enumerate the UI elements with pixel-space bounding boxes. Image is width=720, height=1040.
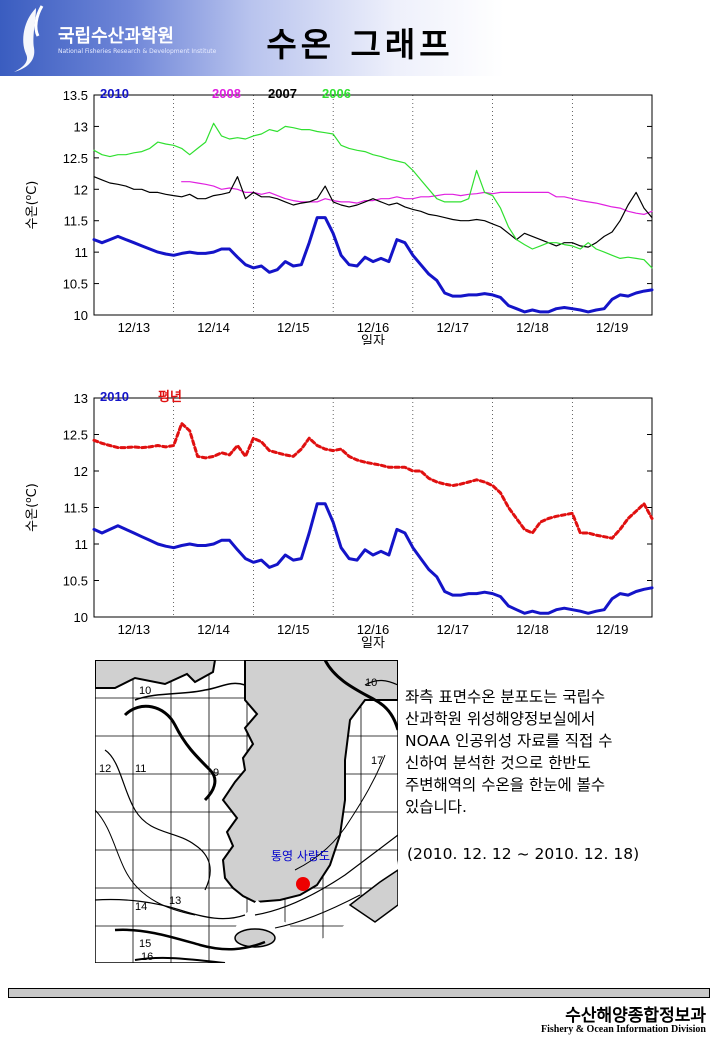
isotherm-label: 14: [135, 901, 147, 913]
description-line: 주변해역의 수온을 한눈에 볼수: [405, 776, 606, 794]
y-tick-label: 10: [74, 308, 88, 323]
x-tick-label: 12/13: [118, 320, 151, 335]
sst-distribution-map: 10 11 9 12 13 14 15 16 17 10 통영 사량도: [95, 660, 398, 963]
isotherm-label: 16: [141, 951, 153, 963]
description-line: NOAA 인공위성 자료를 직접 수: [405, 732, 613, 750]
legend-entry: 2007: [268, 86, 297, 101]
y-tick-label: 12.5: [63, 151, 88, 166]
y-tick-label: 11: [75, 537, 89, 552]
series-line-2007: [93, 176, 653, 248]
legend-entry: 2010: [100, 389, 129, 404]
x-tick-label: 12/19: [596, 622, 629, 637]
x-axis-label: 일자: [361, 334, 385, 345]
location-marker[interactable]: [296, 877, 310, 891]
isotherm-label: 10: [139, 685, 151, 697]
y-axis-label: 수온(oC): [24, 483, 40, 532]
x-tick-label: 12/14: [197, 622, 230, 637]
y-tick-label: 13.5: [63, 88, 88, 103]
isotherm-label: 11: [135, 763, 146, 775]
isotherm-lines: [95, 660, 398, 963]
observation-period: (2010. 12. 12 ~ 2010. 12. 18): [407, 845, 640, 863]
series-line-2006: [93, 122, 653, 269]
org-name: 국립수산과학원: [58, 26, 174, 47]
footer-division-subtitle: Fishery & Ocean Information Division: [541, 1024, 706, 1035]
temperature-chart-normal: 13 12.5 12 11.5 11 10.5 10 12/13 12/14 12/15 12/16…: [24, 389, 654, 651]
isotherm-label: 15: [139, 938, 151, 950]
y-tick-label: 13: [74, 119, 88, 134]
map-description: 좌측 표면수온 분포도는 국립수 산과학원 위성해양정보실에서 NOAA 인공위…: [405, 686, 705, 818]
y-tick-label: 12: [74, 182, 88, 197]
description-line: 신하여 분석한 것으로 한반도: [405, 754, 591, 772]
y-tick-label: 10.5: [63, 277, 88, 292]
x-axis-label: 일자: [361, 636, 385, 651]
series-line-2008: [181, 181, 653, 215]
isotherm-label: 10: [365, 677, 377, 689]
footer-division-name: 수산해양종합정보과: [565, 1006, 706, 1026]
org-subtitle: National Fisheries Research & Developmen…: [58, 48, 217, 55]
description-line: 있습니다.: [405, 798, 467, 816]
legend-entry: 평년: [158, 389, 182, 404]
isotherm-label: 13: [169, 895, 181, 907]
plot-area: [93, 397, 653, 618]
description-line: 좌측 표면수온 분포도는 국립수: [405, 688, 606, 706]
x-tick-label: 12/16: [357, 320, 390, 335]
legend-entry: 2006: [322, 86, 351, 101]
page-title: 수온 그래프: [266, 25, 454, 64]
x-tick-label: 12/15: [277, 622, 310, 637]
isotherm-label: 12: [99, 763, 111, 775]
x-tick-label: 12/19: [596, 320, 629, 335]
x-tick-label: 12/17: [436, 320, 469, 335]
y-tick-label: 11: [75, 245, 89, 260]
y-tick-label: 13: [74, 391, 88, 406]
series-line-2010: [92, 216, 654, 314]
y-tick-label: 11.5: [64, 214, 88, 229]
x-tick-label: 12/13: [118, 622, 151, 637]
isotherm-label: 9: [213, 767, 219, 779]
x-tick-label: 12/14: [197, 320, 230, 335]
x-tick-label: 12/16: [357, 622, 390, 637]
y-tick-label: 12.5: [63, 428, 88, 443]
x-tick-label: 12/17: [436, 622, 469, 637]
series-line-2010: [92, 502, 654, 615]
isotherm-label: 17: [371, 755, 383, 767]
temperature-chart-historical: 13.5 13 12.5 12 11.5 11 10.5 10 12/13 12/14 12/15 1…: [24, 86, 654, 345]
y-axis-label: 수온(oC): [24, 181, 40, 230]
org-logo[interactable]: 국립수산과학원 National Fisheries Research & De…: [6, 2, 216, 74]
y-tick-label: 10: [74, 610, 88, 625]
fish-logo-icon: [14, 5, 44, 72]
y-tick-label: 10.5: [63, 574, 88, 589]
y-tick-label: 12: [74, 464, 88, 479]
x-tick-label: 12/18: [516, 622, 549, 637]
x-tick-label: 12/15: [277, 320, 310, 335]
x-tick-label: 12/18: [516, 320, 549, 335]
series-line-평년: [92, 422, 654, 540]
description-line: 산과학원 위성해양정보실에서: [405, 710, 596, 728]
footer-divider: [8, 988, 710, 998]
y-tick-label: 11.5: [64, 501, 88, 516]
location-label: 통영 사량도: [271, 849, 330, 863]
legend-entry: 2010: [100, 86, 129, 101]
header-banner: [0, 0, 720, 76]
legend-entry: 2008: [212, 86, 241, 101]
plot-area: [93, 94, 653, 316]
